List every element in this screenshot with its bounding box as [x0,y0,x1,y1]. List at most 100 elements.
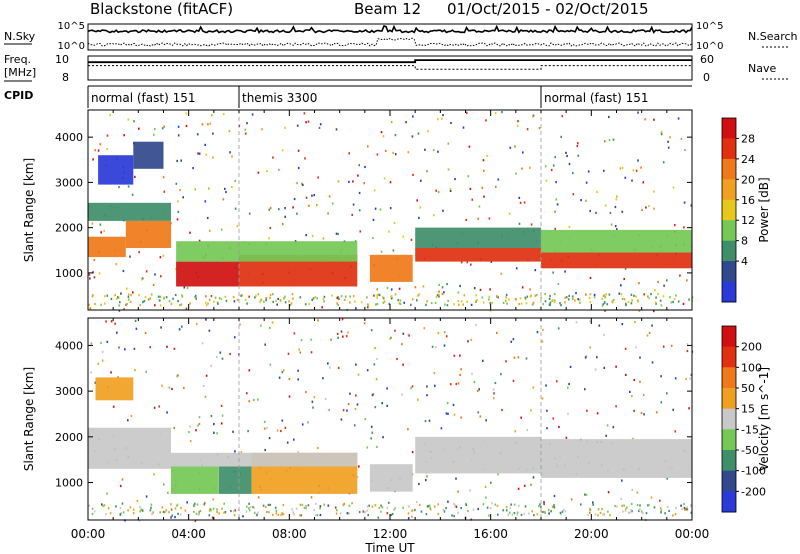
speckle-cell [257,398,259,401]
speckle-cell [106,340,109,343]
clutter-cell [315,502,317,506]
clutter-cell [344,295,347,298]
speckle-cell [683,226,685,229]
speckle-cell [115,263,118,266]
speckle-cell [385,149,387,152]
speckle-cell [412,173,414,176]
speckle-cell [408,334,410,337]
speckle-cell [545,384,547,387]
clutter-cell [579,298,581,301]
speckle-cell [666,477,668,480]
scatter-band [415,248,541,262]
speckle-cell [389,207,392,210]
speckle-cell [577,154,580,157]
clutter-cell [601,508,603,511]
speckle-cell [328,408,330,412]
clutter-cell [117,296,119,299]
speckle-cell [392,249,395,252]
speckle-cell [327,362,329,365]
speckle-cell [204,200,207,203]
power-panel: 1000 2000 3000 4000 Slant Range [km] 28 24 20 16… [22,109,771,313]
speckle-cell [669,136,671,139]
speckle-cell [488,217,491,220]
speckle-cell [426,385,428,388]
speckle-cell [90,342,93,345]
scatter-band [415,227,541,248]
speckle-cell [491,502,493,505]
speckle-cell [383,177,386,180]
clutter-cell [668,509,670,512]
clutter-cell [669,296,671,299]
clutter-cell [657,292,659,296]
speckle-cell [236,225,239,228]
clutter-cell [630,293,633,296]
speckle-cell [284,426,287,429]
clutter-cell [314,296,317,299]
speckle-cell [674,224,676,227]
speckle-cell [302,183,304,186]
speckle-cell [572,172,574,175]
speckle-cell [204,143,206,146]
scatter-band [369,464,413,492]
clutter-cell [127,295,130,298]
clutter-cell [150,293,153,296]
speckle-cell [264,343,266,346]
speckle-cell [211,114,213,117]
speckle-cell [381,402,383,405]
clutter-cell [630,302,633,305]
speckle-cell [117,376,119,379]
speckle-cell [356,475,359,478]
clutter-cell [245,510,248,513]
clutter-cell [168,511,170,514]
speckle-cell [396,357,398,361]
clutter-cell [544,292,546,296]
clutter-cell [475,300,477,303]
speckle-cell [485,419,487,422]
speckle-cell [212,156,214,159]
clutter-cell [91,507,94,510]
clutter-cell [454,505,456,508]
speckle-cell [118,346,120,349]
freq-tick-bottom: 8 [62,71,69,84]
scatter-band [218,466,252,494]
scatter-band [176,241,358,262]
speckle-cell [426,394,428,397]
speckle-cell [319,513,322,517]
speckle-cell [509,146,512,149]
speckle-cell [305,121,307,124]
speckle-cell [340,330,343,333]
speckle-cell [133,347,136,350]
clutter-cell [660,509,663,512]
speckle-cell [197,152,199,155]
freq-tick-top: 10 [55,53,69,66]
clutter-cell [544,300,547,303]
speckle-cell [386,286,389,290]
clutter-cell [507,513,510,516]
clutter-cell [508,511,511,514]
speckle-cell [618,292,621,295]
speckle-cell [545,179,548,182]
clutter-cell [281,512,283,515]
speckle-cell [353,424,356,427]
speckle-cell [418,216,420,219]
clutter-cell [579,301,581,304]
clutter-cell [399,302,402,305]
speckle-cell [642,393,645,396]
speckle-cell [554,210,556,213]
clutter-cell [375,303,377,306]
clutter-cell [100,303,102,306]
speckle-cell [640,510,643,513]
clutter-cell [340,295,343,298]
speckle-cell [485,119,487,122]
scatter-band [369,254,413,282]
clutter-cell [624,509,627,512]
clutter-cell [447,299,449,302]
clutter-cell [282,504,285,507]
speckle-cell [322,237,325,240]
speckle-cell [587,170,590,173]
clutter-cell [180,303,183,306]
speckle-cell [640,166,642,169]
speckle-cell [154,273,156,276]
speckle-cell [176,375,178,378]
speckle-cell [477,411,480,414]
